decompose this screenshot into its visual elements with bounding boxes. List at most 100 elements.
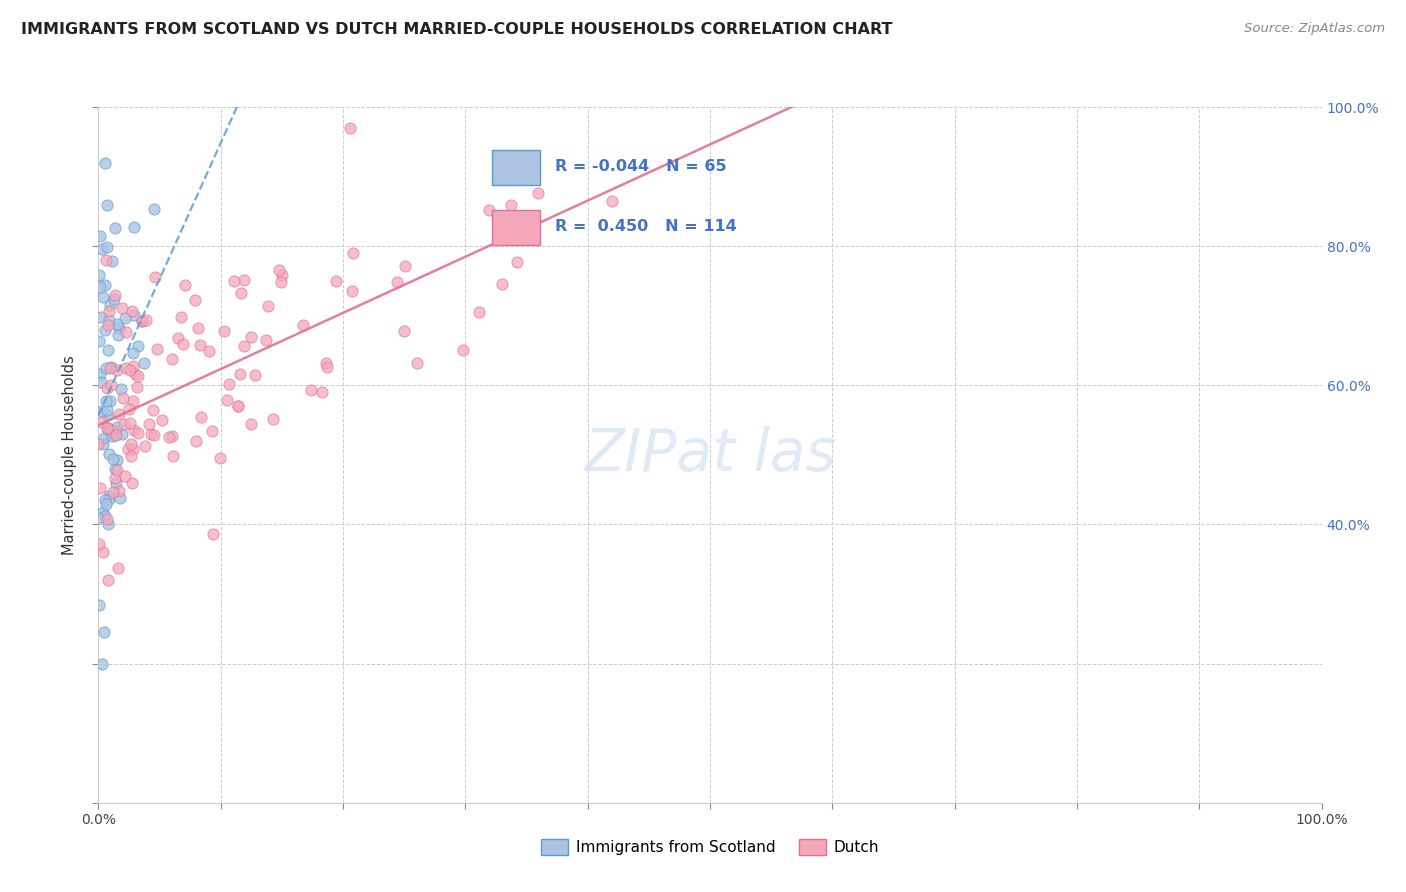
Point [104,475,127,490]
Point [188,337,211,351]
Point [392,324,415,338]
Point [233,339,256,353]
Point [105,463,128,477]
Point [122,346,145,360]
Point [125,380,148,394]
Point [145,269,167,284]
Point [299,383,322,397]
Point [127,425,149,440]
Point [97,343,120,358]
Point [115,326,138,340]
Point [468,304,491,318]
Point [174,278,197,293]
Point [104,462,127,476]
Point [135,313,157,327]
Point [138,417,160,431]
Point [215,392,238,407]
Point [93,290,115,304]
Point [97,421,120,435]
Point [115,361,138,376]
Point [239,417,262,431]
Point [105,420,128,434]
Point [104,288,127,302]
Point [127,339,149,353]
Point [451,343,474,358]
Point [315,356,337,370]
Point [98,360,121,375]
Point [142,428,165,442]
Point [97,491,120,506]
Point [101,424,124,438]
Point [97,516,120,531]
Point [105,427,128,442]
Point [96,498,118,512]
Point [103,293,125,307]
Point [162,428,184,442]
Point [122,219,145,234]
Point [325,274,347,288]
Point [91,415,114,429]
Point [254,333,277,347]
Point [96,381,118,395]
Point [131,313,153,327]
Point [107,328,129,343]
Point [218,376,240,391]
Point [96,198,118,212]
Point [131,313,153,327]
Point [90,310,112,325]
Point [89,376,111,390]
Point [190,409,212,424]
Point [122,423,145,437]
Point [118,416,141,430]
Point [505,255,527,269]
Point [89,367,111,381]
Point [111,301,134,315]
Point [97,573,120,587]
Point [89,228,111,243]
Point [101,485,124,500]
Point [202,527,225,541]
Point [134,438,156,452]
Point [98,394,121,409]
Point [222,274,245,288]
Point [143,202,166,217]
Point [100,429,122,443]
Point [340,284,363,298]
Point [87,510,110,524]
Point [198,344,221,359]
Point [121,475,143,490]
Point [269,262,291,277]
Point [501,197,523,211]
Point [104,471,127,485]
Point [262,412,284,426]
Point [91,657,114,671]
Point [118,363,141,377]
Point [139,427,162,442]
Point [96,393,118,408]
Point [107,407,129,421]
Point [112,417,135,431]
Point [316,360,339,375]
Text: ZIPat las: ZIPat las [583,426,837,483]
Point [98,424,121,438]
Point [232,273,254,287]
Point [89,599,111,613]
Point [96,421,118,435]
Point [162,449,184,463]
Point [311,384,333,399]
Point [406,356,429,370]
Point [394,259,416,273]
Point [122,359,145,373]
Y-axis label: Married-couple Households: Married-couple Households [62,355,77,555]
Point [96,512,118,526]
Point [122,308,145,322]
Point [96,239,118,253]
Point [157,430,180,444]
Point [97,318,120,332]
Point [491,277,513,291]
Point [120,449,142,463]
Point [226,399,249,413]
Point [89,280,111,294]
Point [104,428,127,442]
Point [270,276,292,290]
